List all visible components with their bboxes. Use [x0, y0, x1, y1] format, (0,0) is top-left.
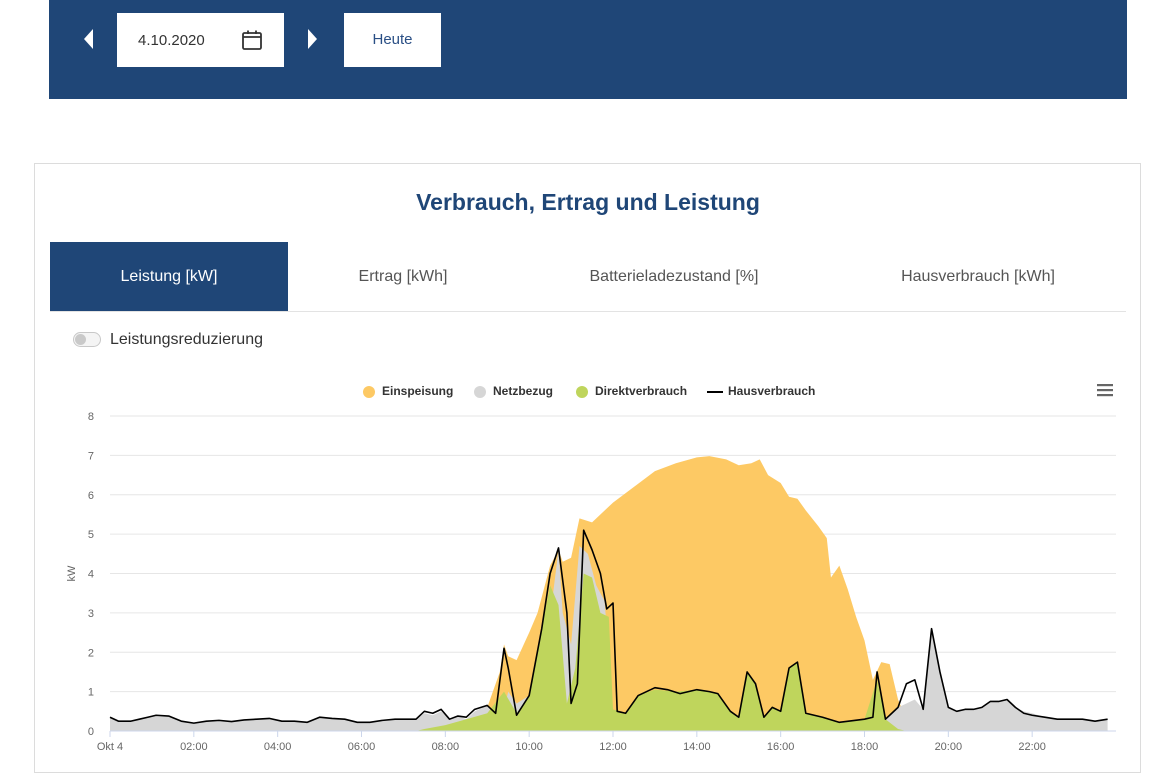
toggle-label: Leistungsreduzierung [110, 331, 263, 348]
hausverbrauch-line [109, 529, 1108, 724]
x-tick-label: 04:00 [264, 741, 292, 753]
legend-einspeisung-marker [363, 386, 375, 398]
hamburger-menu-icon[interactable] [1096, 382, 1114, 403]
legend-hausverbrauch[interactable]: Hausverbrauch [728, 384, 816, 398]
x-tick-label: 10:00 [515, 741, 543, 753]
x-tick-label: 16:00 [767, 741, 795, 753]
tab-hausverbrauch[interactable]: Hausverbrauch [kWh] [901, 268, 1055, 285]
y-tick-label: 0 [88, 726, 94, 738]
chevron-right-icon [308, 29, 317, 49]
y-tick-label: 4 [88, 569, 94, 581]
x-tick-label: 02:00 [180, 741, 208, 753]
y-tick-label: 7 [88, 450, 94, 462]
x-tick-label: Okt 4 [97, 741, 123, 753]
calendar-icon[interactable] [241, 29, 263, 56]
date-value: 4.10.2020 [138, 32, 205, 49]
next-day-button[interactable] [305, 27, 321, 51]
y-tick-label: 1 [88, 687, 94, 699]
tab-batterieladezustand[interactable]: Batterieladezustand [%] [589, 268, 759, 285]
toggle-knob [75, 334, 86, 345]
panel-title: Verbrauch, Ertrag und Leistung [416, 189, 760, 215]
y-tick-label: 2 [88, 647, 94, 659]
y-tick-label: 5 [88, 529, 94, 541]
legend-einspeisung[interactable]: Einspeisung [382, 384, 454, 398]
legend-direktverbrauch-marker [576, 386, 588, 398]
legend-hausverbrauch-marker [707, 391, 723, 393]
legend-netzbezug-marker [474, 386, 486, 398]
tab-leistung[interactable]: Leistung [kW] [50, 242, 288, 311]
legend-netzbezug[interactable]: Netzbezug [493, 384, 553, 398]
x-tick-label: 12:00 [599, 741, 627, 753]
x-tick-label: 08:00 [432, 741, 460, 753]
tab-bar: Leistung [kW] Ertrag [kWh] Batterieladez… [50, 242, 1126, 312]
leistungsreduzierung-toggle[interactable] [73, 332, 101, 347]
date-field[interactable]: 4.10.2020 [117, 13, 284, 67]
legend-direktverbrauch[interactable]: Direktverbrauch [595, 384, 688, 398]
x-tick-label: 22:00 [1018, 741, 1046, 753]
previous-day-button[interactable] [81, 27, 97, 51]
tab-ertrag[interactable]: Ertrag [kWh] [358, 268, 448, 285]
x-tick-label: 06:00 [348, 741, 376, 753]
y-axis-label: kW [66, 565, 78, 582]
direktverbrauch-area [415, 573, 907, 731]
y-tick-label: 3 [88, 608, 94, 620]
x-tick-label: 20:00 [935, 741, 963, 753]
y-tick-label: 8 [88, 411, 94, 423]
y-tick-label: 6 [88, 490, 94, 502]
x-tick-label: 18:00 [851, 741, 879, 753]
chevron-left-icon [84, 29, 93, 49]
today-button[interactable]: Heute [344, 13, 441, 67]
x-tick-label: 14:00 [683, 741, 711, 753]
